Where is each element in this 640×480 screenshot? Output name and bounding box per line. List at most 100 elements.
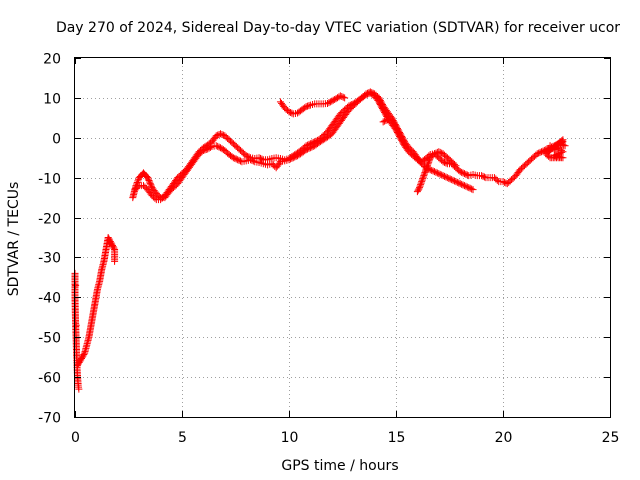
data-point-fill: [91, 299, 99, 307]
data-point-fill: [548, 154, 556, 162]
y-tick-label: 0: [52, 132, 61, 148]
data-point: [418, 178, 426, 186]
y-tick-label: -10: [38, 172, 61, 188]
data-point-fill: [109, 243, 117, 251]
data-point-fill: [479, 172, 487, 180]
data-point-fill: [414, 186, 422, 194]
data-point-fill: [93, 287, 101, 295]
data-point-fill: [316, 134, 324, 142]
x-tick-labels: 0 5 10 15 20 25: [71, 430, 619, 446]
data-point: [465, 184, 473, 192]
data-point-fill: [462, 170, 470, 178]
data-point: [460, 170, 468, 178]
data-point-fill: [97, 267, 105, 275]
data-point: [306, 140, 314, 148]
data-point-fill: [453, 165, 461, 173]
x-tick-label: 25: [602, 430, 620, 446]
data-point-fill: [334, 113, 342, 121]
data-point-fill: [137, 182, 145, 190]
data-point-fill: [419, 175, 427, 183]
data-point-fill: [518, 164, 526, 172]
data-point-fill: [309, 138, 317, 146]
x-tick-label: 20: [495, 430, 513, 446]
data-point-fill: [326, 125, 334, 133]
data-point-fill: [445, 174, 453, 182]
data-point-fill: [338, 93, 346, 101]
axis-ticks: [75, 58, 611, 418]
data-point-fill: [179, 168, 187, 176]
y-tick-labels: 20 10 0 -10 -20 -30 -40 -50 -60 -70: [38, 52, 61, 427]
chart-title: Day 270 of 2024, Sidereal Day-to-day VTE…: [56, 20, 620, 36]
data-point-fill: [134, 183, 142, 191]
data-point: [538, 148, 546, 156]
data-point-fill: [205, 140, 213, 148]
data-point-fill: [428, 166, 436, 174]
data-point-fill: [286, 109, 294, 117]
data-point-fill: [210, 135, 218, 143]
data-point-fill: [240, 157, 248, 165]
data-point-fill: [505, 178, 513, 186]
data-point-fill: [468, 185, 476, 193]
data-point-fill: [79, 352, 87, 360]
data-point-fill: [326, 98, 334, 106]
data-point-fill: [492, 175, 500, 183]
data-point-fill: [455, 179, 463, 187]
data-point-fill: [436, 155, 444, 163]
data-point-fill: [111, 256, 119, 264]
data-point-fill: [299, 105, 307, 113]
data-point-fill: [282, 105, 290, 113]
y-tick-label: -20: [38, 212, 61, 228]
y-tick-label: -60: [38, 371, 61, 387]
data-point-fill: [436, 170, 444, 178]
data-point-fill: [381, 105, 389, 113]
data-point-fill: [142, 171, 150, 179]
data-point-fill: [381, 117, 389, 125]
data-point-fill: [355, 96, 363, 104]
data-point-fill: [463, 183, 471, 191]
data-point-fill: [418, 176, 426, 184]
data-point-fill: [146, 179, 154, 187]
data-point-fill: [466, 184, 474, 192]
data-point-fill: [425, 157, 433, 165]
data-point-fill: [411, 151, 419, 159]
data-point: [422, 166, 430, 174]
data-point-fill: [218, 145, 226, 153]
data-point: [311, 138, 319, 146]
data-point-fill: [245, 153, 253, 161]
data-point: [448, 176, 456, 184]
x-tick-label: 10: [281, 430, 299, 446]
data-point: [561, 142, 569, 150]
series-main-track-b: [131, 88, 477, 204]
data-point-fill: [416, 182, 424, 190]
data-point-fill: [417, 179, 425, 187]
data-point-fill: [146, 178, 154, 186]
data-point-fill: [403, 141, 411, 149]
data-point-fill: [95, 279, 103, 287]
data-point-fill: [449, 159, 457, 167]
data-point-fill: [274, 161, 282, 169]
data-point-fill: [441, 172, 449, 180]
data-point-fill: [330, 119, 338, 127]
data-point-fill: [82, 343, 90, 351]
data-point: [469, 186, 477, 194]
data-point-fill: [522, 160, 530, 168]
data-point-fill: [526, 156, 534, 164]
data-point-fill: [342, 105, 350, 113]
data-point-fill: [334, 94, 342, 102]
data-point-fill: [305, 102, 313, 110]
data-point-fill: [134, 177, 142, 185]
data-point-fill: [420, 170, 428, 178]
data-point-fill: [167, 183, 175, 191]
data-point-fill: [346, 101, 354, 109]
series-side-branch: [413, 148, 460, 196]
data-point-fill: [227, 137, 235, 145]
series-end-cluster: [542, 136, 569, 162]
data-point-fill: [432, 168, 440, 176]
data-point-fill: [214, 142, 222, 150]
data-point-fill: [147, 181, 155, 189]
data-point-fill: [514, 169, 522, 177]
data-point-fill: [235, 156, 243, 164]
data-point-fill: [283, 155, 291, 163]
x-tick-label: 5: [178, 430, 187, 446]
data-point-fill: [144, 175, 152, 183]
